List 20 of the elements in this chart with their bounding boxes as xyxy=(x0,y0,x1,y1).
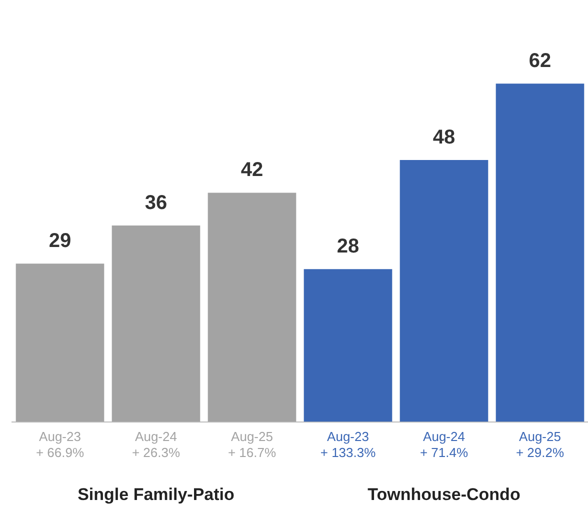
x-tick-label: Aug-24 + 71.4% xyxy=(420,429,468,460)
text: Single Family-Patio xyxy=(78,484,234,504)
data-label: 29 xyxy=(48,230,72,252)
x-tick-label: Aug-24 + 26.3% xyxy=(132,429,180,460)
bar xyxy=(112,225,200,422)
bar xyxy=(16,264,104,422)
data-label: 48 xyxy=(432,126,456,149)
data-label: 62 xyxy=(528,50,552,72)
bar xyxy=(400,160,488,422)
text: Townhouse-Condo xyxy=(368,484,520,504)
bar xyxy=(304,269,392,422)
x-tick-label: Aug-23 + 133.3% xyxy=(320,429,376,460)
x-tick-label: Aug-25 + 29.2% xyxy=(516,429,564,460)
data-label: 28 xyxy=(336,236,360,258)
x-tick-label: Aug-23 + 66.9% xyxy=(36,429,84,460)
bar xyxy=(208,192,296,422)
x-tick-label: Aug-25 + 16.7% xyxy=(228,429,276,460)
data-label: 36 xyxy=(144,192,168,214)
bar xyxy=(496,84,584,422)
data-label: 42 xyxy=(240,159,264,182)
